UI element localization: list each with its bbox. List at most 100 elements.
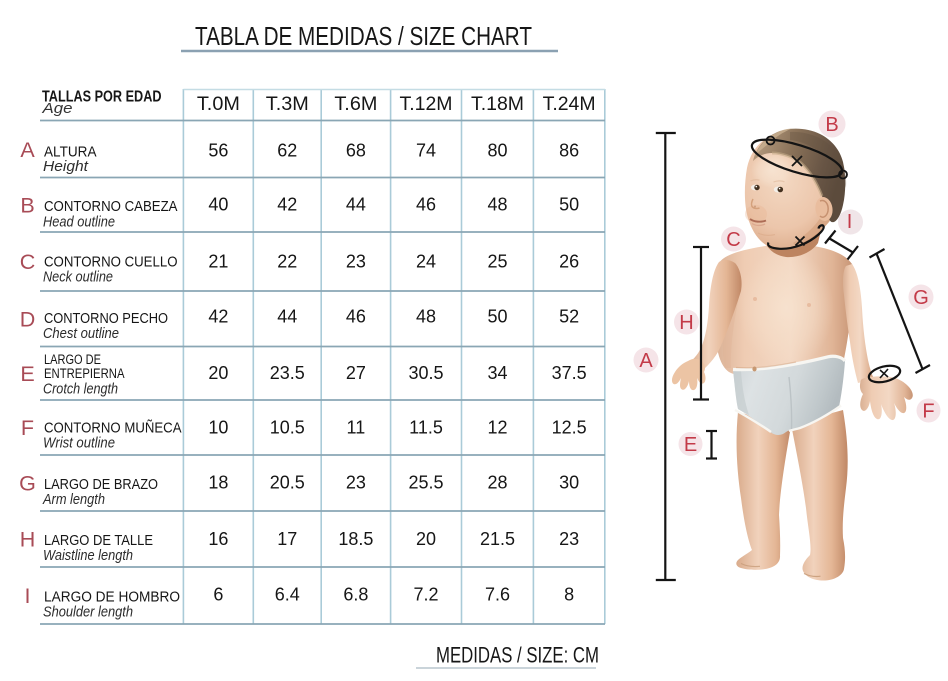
svg-text:E: E bbox=[684, 434, 697, 456]
svg-text:F: F bbox=[922, 401, 934, 423]
svg-text:44: 44 bbox=[346, 195, 366, 215]
svg-text:T.12M: T.12M bbox=[400, 94, 453, 115]
svg-text:30: 30 bbox=[559, 473, 579, 493]
svg-text:18.5: 18.5 bbox=[338, 529, 373, 549]
svg-text:7.6: 7.6 bbox=[485, 585, 510, 605]
svg-text:20: 20 bbox=[416, 529, 436, 549]
svg-text:10.5: 10.5 bbox=[270, 418, 305, 438]
svg-text:23.5: 23.5 bbox=[270, 363, 305, 383]
svg-text:I: I bbox=[847, 211, 853, 233]
svg-text:62: 62 bbox=[277, 141, 297, 161]
svg-text:42: 42 bbox=[208, 307, 228, 327]
svg-text:80: 80 bbox=[487, 141, 507, 161]
svg-text:28: 28 bbox=[487, 473, 507, 493]
svg-text:21: 21 bbox=[208, 252, 228, 272]
svg-text:68: 68 bbox=[346, 141, 366, 161]
svg-text:A: A bbox=[639, 350, 653, 372]
svg-text:Wrist outline: Wrist outline bbox=[43, 436, 115, 452]
svg-text:H: H bbox=[679, 312, 693, 334]
svg-text:LARGO DE: LARGO DE bbox=[44, 352, 101, 367]
svg-text:40: 40 bbox=[208, 195, 228, 215]
svg-text:42: 42 bbox=[277, 195, 297, 215]
svg-text:6.8: 6.8 bbox=[343, 585, 368, 605]
svg-text:20: 20 bbox=[208, 363, 228, 383]
svg-text:T.24M: T.24M bbox=[543, 94, 596, 115]
svg-text:20.5: 20.5 bbox=[270, 473, 305, 493]
svg-text:23: 23 bbox=[346, 473, 366, 493]
svg-text:21.5: 21.5 bbox=[480, 529, 515, 549]
svg-text:ENTREPIERNA: ENTREPIERNA bbox=[44, 366, 125, 381]
svg-text:CONTORNO CABEZA: CONTORNO CABEZA bbox=[44, 198, 178, 215]
svg-text:25.5: 25.5 bbox=[408, 473, 443, 493]
svg-text:F: F bbox=[21, 416, 34, 440]
svg-text:Arm length: Arm length bbox=[42, 492, 105, 508]
svg-text:I: I bbox=[25, 584, 31, 608]
svg-text:12.5: 12.5 bbox=[552, 418, 587, 438]
svg-text:56: 56 bbox=[208, 141, 228, 161]
svg-text:Neck outline: Neck outline bbox=[43, 270, 113, 286]
svg-text:Head outline: Head outline bbox=[43, 215, 115, 231]
svg-text:52: 52 bbox=[559, 307, 579, 327]
svg-text:23: 23 bbox=[559, 529, 579, 549]
svg-text:TABLA DE MEDIDAS / SIZE CHART: TABLA DE MEDIDAS / SIZE CHART bbox=[195, 21, 532, 51]
svg-text:22: 22 bbox=[277, 252, 297, 272]
svg-text:16: 16 bbox=[208, 529, 228, 549]
svg-text:26: 26 bbox=[559, 252, 579, 272]
svg-text:10: 10 bbox=[208, 418, 228, 438]
svg-text:18: 18 bbox=[208, 473, 228, 493]
svg-text:LARGO DE HOMBRO: LARGO DE HOMBRO bbox=[44, 589, 180, 606]
svg-text:48: 48 bbox=[416, 307, 436, 327]
svg-text:CONTORNO MUÑECA: CONTORNO MUÑECA bbox=[44, 420, 182, 437]
svg-text:Shoulder length: Shoulder length bbox=[43, 605, 133, 621]
svg-text:TALLAS POR EDAD: TALLAS POR EDAD bbox=[42, 89, 162, 106]
svg-text:LARGO DE TALLE: LARGO DE TALLE bbox=[44, 532, 153, 549]
svg-text:LARGO DE BRAZO: LARGO DE BRAZO bbox=[44, 476, 158, 493]
svg-text:A: A bbox=[20, 138, 35, 162]
svg-text:G: G bbox=[913, 287, 929, 309]
svg-text:37.5: 37.5 bbox=[552, 363, 587, 383]
svg-text:CONTORNO CUELLO: CONTORNO CUELLO bbox=[44, 254, 178, 271]
svg-text:Chest outline: Chest outline bbox=[43, 326, 119, 342]
svg-text:Waistline length: Waistline length bbox=[43, 548, 133, 564]
svg-text:46: 46 bbox=[416, 195, 436, 215]
svg-text:8: 8 bbox=[564, 585, 574, 605]
svg-text:86: 86 bbox=[559, 141, 579, 161]
svg-text:34: 34 bbox=[487, 363, 507, 383]
svg-text:11.5: 11.5 bbox=[409, 418, 443, 438]
svg-text:H: H bbox=[20, 528, 36, 552]
svg-text:D: D bbox=[20, 308, 36, 332]
svg-text:27: 27 bbox=[346, 363, 366, 383]
svg-text:24: 24 bbox=[416, 252, 436, 272]
svg-text:7.2: 7.2 bbox=[413, 585, 438, 605]
svg-text:12: 12 bbox=[487, 418, 507, 438]
svg-text:C: C bbox=[726, 229, 740, 251]
svg-text:B: B bbox=[825, 114, 838, 136]
svg-text:Age: Age bbox=[41, 101, 72, 117]
svg-text:CONTORNO PECHO: CONTORNO PECHO bbox=[44, 310, 168, 327]
svg-text:MEDIDAS / SIZE: CM: MEDIDAS / SIZE: CM bbox=[436, 642, 599, 667]
svg-text:25: 25 bbox=[487, 252, 507, 272]
svg-text:G: G bbox=[19, 472, 36, 496]
svg-text:T.3M: T.3M bbox=[266, 94, 309, 115]
svg-text:74: 74 bbox=[416, 141, 436, 161]
svg-text:48: 48 bbox=[487, 195, 507, 215]
svg-text:Height: Height bbox=[43, 159, 89, 175]
svg-text:B: B bbox=[20, 194, 34, 218]
svg-text:T.6M: T.6M bbox=[334, 94, 377, 115]
svg-text:17: 17 bbox=[277, 529, 297, 549]
svg-text:23: 23 bbox=[346, 252, 366, 272]
svg-text:50: 50 bbox=[487, 307, 507, 327]
svg-text:E: E bbox=[20, 362, 34, 386]
svg-text:Crotch length: Crotch length bbox=[43, 382, 118, 398]
svg-text:50: 50 bbox=[559, 195, 579, 215]
svg-text:11: 11 bbox=[347, 418, 366, 438]
svg-text:30.5: 30.5 bbox=[408, 363, 443, 383]
svg-text:44: 44 bbox=[277, 307, 297, 327]
svg-text:T.0M: T.0M bbox=[197, 94, 240, 115]
svg-text:6: 6 bbox=[213, 585, 223, 605]
svg-text:C: C bbox=[20, 250, 36, 274]
svg-text:ALTURA: ALTURA bbox=[44, 144, 97, 161]
svg-text:6.4: 6.4 bbox=[275, 585, 300, 605]
svg-text:46: 46 bbox=[346, 307, 366, 327]
svg-text:T.18M: T.18M bbox=[471, 94, 524, 115]
